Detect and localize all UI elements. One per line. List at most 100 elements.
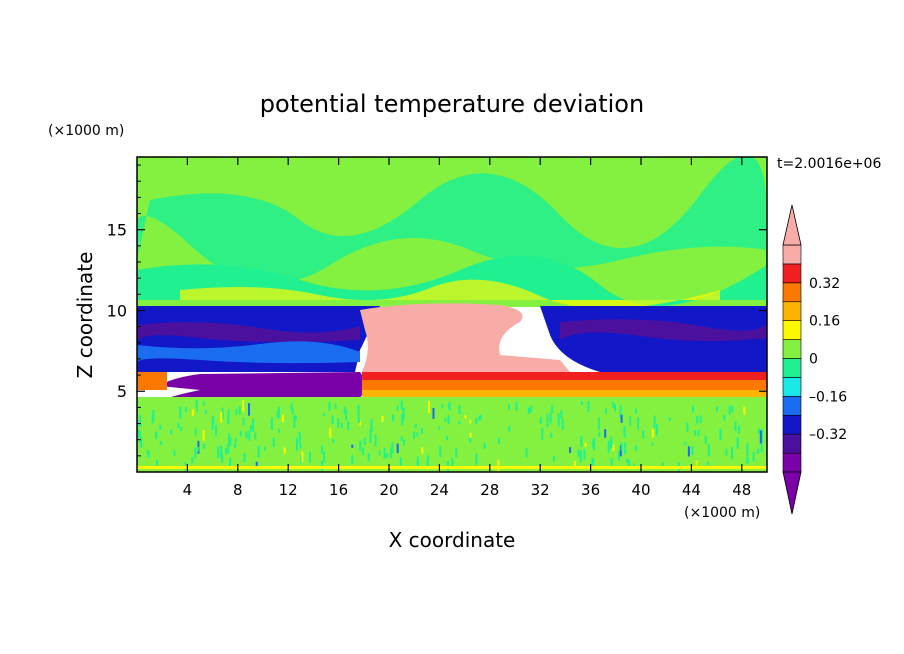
noise-cell xyxy=(203,444,205,449)
colorbar-swatch xyxy=(782,396,802,416)
noise-cell xyxy=(396,405,399,411)
noise-cell xyxy=(242,417,245,426)
region-cold-left-light xyxy=(137,341,360,365)
noise-cell xyxy=(276,409,279,418)
noise-cell xyxy=(140,437,143,448)
noise-cell xyxy=(340,422,343,429)
noise-cell xyxy=(399,457,402,466)
noise-cell xyxy=(228,462,231,466)
noise-cell xyxy=(651,429,654,438)
noise-cell xyxy=(295,437,298,451)
noise-cell xyxy=(220,445,223,458)
colorbar-swatch xyxy=(782,358,802,378)
noise-cell xyxy=(738,425,740,434)
noise-cell xyxy=(605,408,608,415)
noise-cell xyxy=(225,448,227,455)
noise-cell xyxy=(179,406,182,419)
noise-cell xyxy=(211,417,214,431)
noise-cell xyxy=(432,408,435,419)
noise-cell xyxy=(479,415,482,421)
noise-cell xyxy=(378,450,381,456)
x-tick-label: 32 xyxy=(531,481,550,499)
noise-cell xyxy=(604,429,607,438)
noise-cell xyxy=(421,447,424,454)
noise-cell xyxy=(441,404,444,409)
noise-cell xyxy=(238,406,241,415)
x-tick-label: 48 xyxy=(732,481,751,499)
noise-cell xyxy=(553,455,555,461)
noise-cell xyxy=(358,418,361,423)
noise-cell xyxy=(370,419,373,432)
noise-cell xyxy=(591,458,594,467)
noise-cell xyxy=(416,432,419,437)
noise-cell xyxy=(525,447,528,458)
noise-cell xyxy=(299,444,302,449)
noise-cell xyxy=(560,410,563,419)
noise-cell xyxy=(508,426,511,433)
x-tick-label: 12 xyxy=(279,481,298,499)
noise-cell xyxy=(381,416,384,423)
noise-cell xyxy=(196,408,199,412)
noise-cell xyxy=(497,459,500,472)
colorbar-swatch xyxy=(782,377,802,397)
colorbar-swatch xyxy=(782,339,802,359)
noise-cell xyxy=(359,440,362,452)
noise-cell xyxy=(291,407,294,415)
noise-cell xyxy=(444,417,447,422)
noise-cell xyxy=(725,448,728,456)
noise-cell xyxy=(734,421,737,432)
noise-cell xyxy=(194,428,197,436)
region-cold-left-band xyxy=(137,322,360,343)
noise-cell xyxy=(227,409,230,416)
x-axis-label: X coordinate xyxy=(389,528,516,552)
noise-cell xyxy=(138,430,141,438)
noise-cell xyxy=(301,451,304,463)
x-axis: 4 8 12 16 20 24 28 32 36 40 44 48 xyxy=(183,157,751,499)
noise-cell xyxy=(549,412,552,424)
noise-cell xyxy=(235,409,238,415)
noise-cell xyxy=(347,421,350,431)
noise-cell xyxy=(185,407,187,412)
noise-cell xyxy=(587,401,590,412)
noise-cell xyxy=(281,414,284,422)
x-tick-label: 20 xyxy=(379,481,398,499)
noise-cell xyxy=(597,417,600,430)
noise-cell xyxy=(427,455,430,460)
region-warm-center xyxy=(360,303,570,372)
noise-cell xyxy=(180,426,183,431)
plot-frame xyxy=(136,156,768,473)
noise-cell xyxy=(357,405,360,418)
noise-cell xyxy=(249,425,252,432)
colorbar-tick-label: 0.16 xyxy=(809,314,840,330)
chart-title: potential temperature deviation xyxy=(260,90,644,118)
noise-cell xyxy=(248,403,250,416)
noise-cell xyxy=(592,440,595,448)
region-warm-band-left xyxy=(137,372,167,390)
noise-cell xyxy=(637,417,640,430)
noise-cell xyxy=(391,442,394,454)
noise-cell xyxy=(137,428,139,439)
noise-cell xyxy=(583,449,586,460)
region-lower-noise xyxy=(137,400,764,472)
y-tick-label: 10 xyxy=(107,301,127,320)
noise-cell xyxy=(687,446,690,457)
colorbar-over-triangle xyxy=(782,204,802,246)
colorbar-under-triangle xyxy=(782,471,802,515)
noise-cell xyxy=(400,400,403,410)
noise-cell xyxy=(620,414,623,423)
noise-cell xyxy=(752,452,755,462)
noise-cell xyxy=(234,438,237,443)
noise-cell xyxy=(759,430,762,444)
noise-cell xyxy=(455,448,458,458)
noise-cell xyxy=(400,436,403,442)
noise-cell xyxy=(177,422,180,429)
noise-cell xyxy=(618,450,620,461)
noise-cell xyxy=(551,404,554,413)
noise-cell xyxy=(692,405,695,409)
noise-cell xyxy=(497,437,500,445)
noise-cell xyxy=(728,405,731,415)
x-tick-label: 24 xyxy=(430,481,449,499)
noise-cell xyxy=(695,460,698,468)
noise-cell xyxy=(561,418,564,430)
noise-cell xyxy=(624,442,627,453)
